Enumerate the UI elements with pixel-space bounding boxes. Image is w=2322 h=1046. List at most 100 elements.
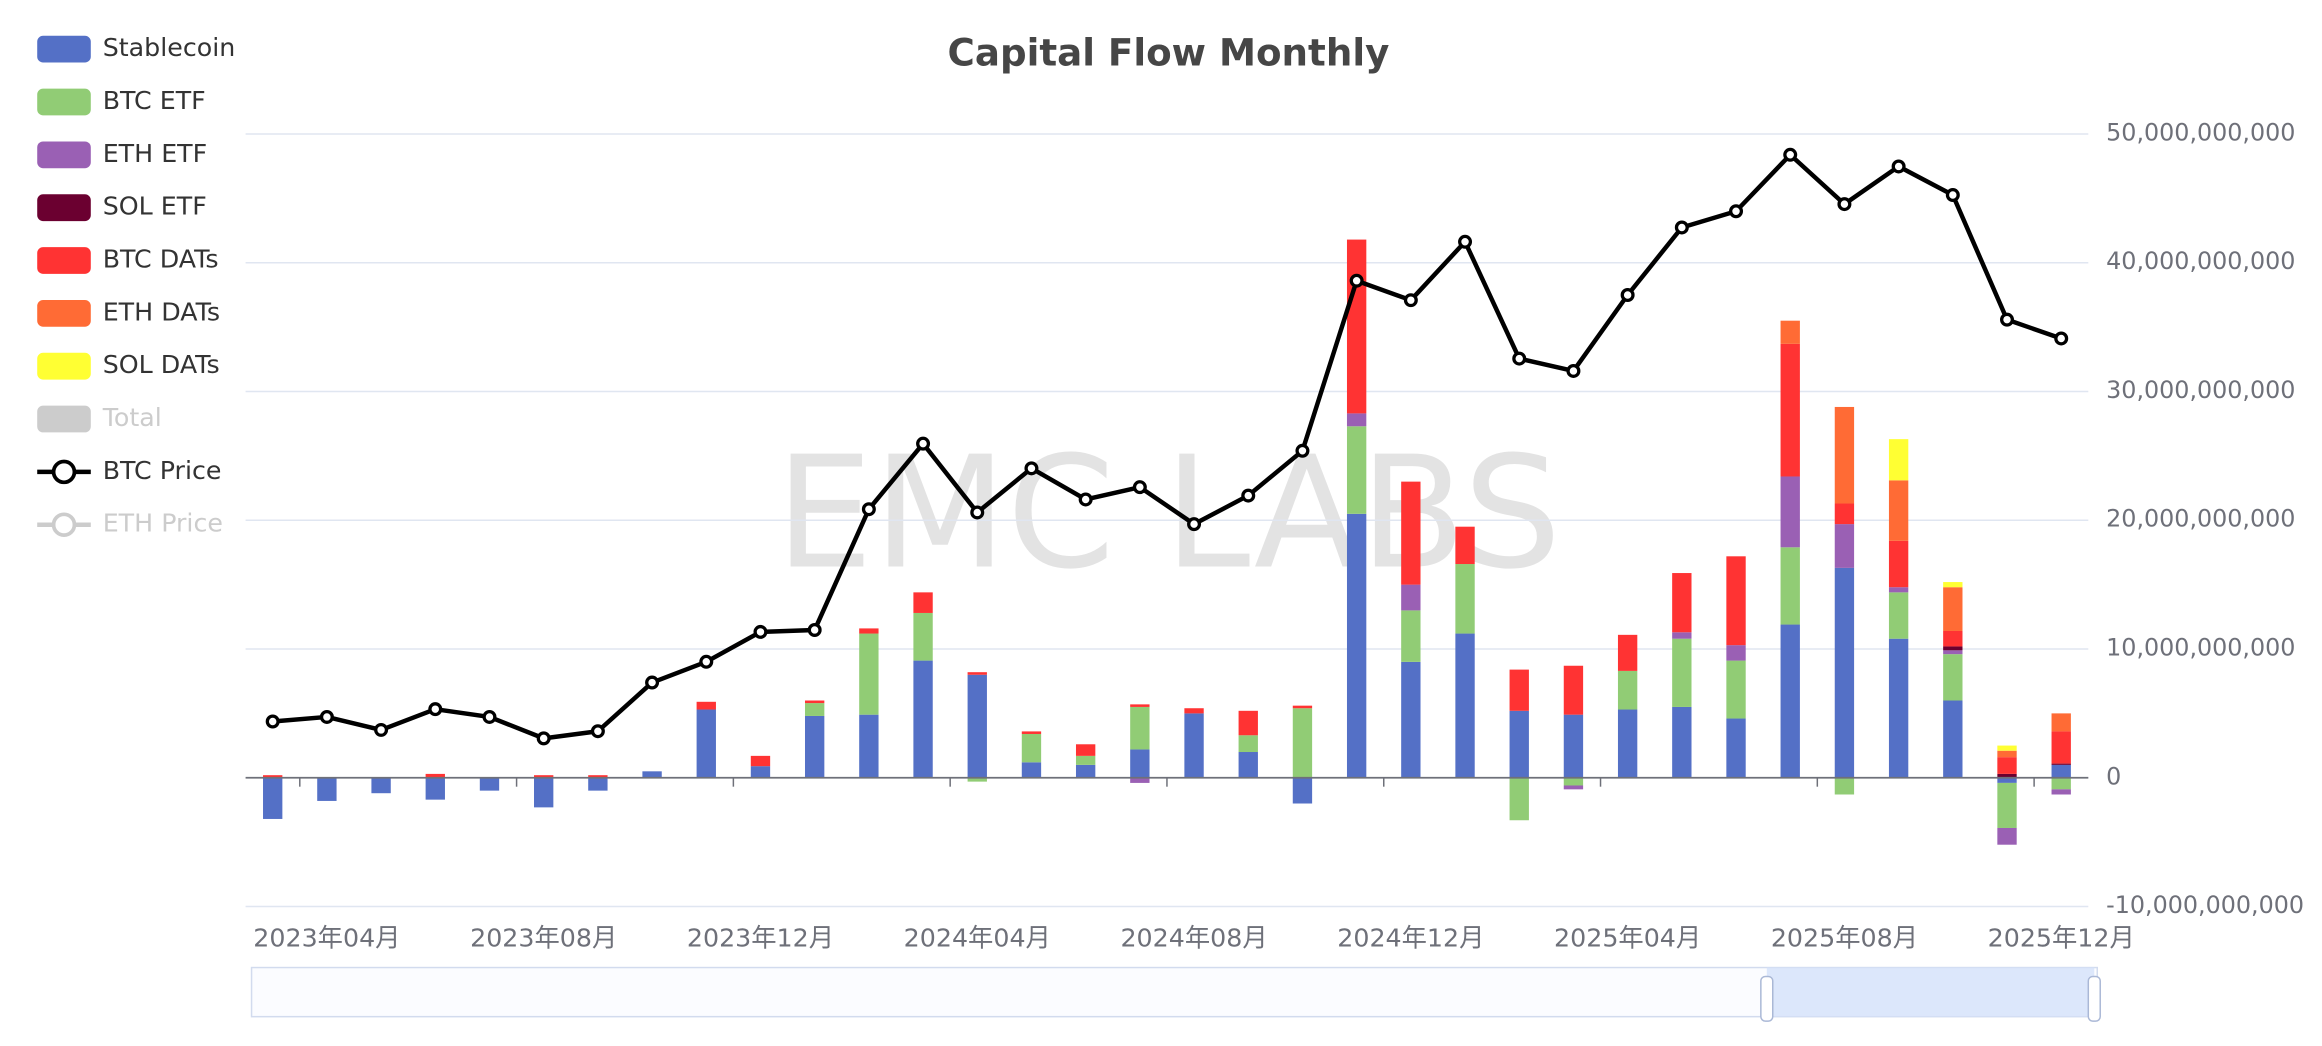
bar bbox=[1455, 633, 1475, 778]
bar bbox=[1834, 777, 1855, 795]
bar bbox=[1238, 752, 1258, 778]
price-point bbox=[2054, 331, 2069, 346]
bar bbox=[1834, 503, 1855, 525]
y-tick-label: 10,000,000,000 bbox=[2106, 634, 2295, 662]
price-point bbox=[1187, 517, 1202, 532]
bar bbox=[1997, 773, 2017, 778]
bar bbox=[1130, 704, 1150, 707]
y-tick-label: 20,000,000,000 bbox=[2106, 505, 2295, 533]
legend-swatch bbox=[37, 88, 91, 116]
bar bbox=[913, 612, 933, 661]
bar bbox=[1672, 706, 1692, 778]
bar bbox=[1455, 564, 1475, 634]
legend-swatch bbox=[51, 459, 77, 485]
bar bbox=[1509, 777, 1529, 821]
bar bbox=[1997, 750, 2017, 758]
bar bbox=[1075, 755, 1096, 765]
bar bbox=[913, 592, 933, 613]
legend-item[interactable]: ETH DATs bbox=[37, 297, 220, 327]
bar bbox=[913, 660, 933, 778]
bar bbox=[804, 700, 825, 704]
bar bbox=[1888, 587, 1909, 593]
bar bbox=[1021, 733, 1042, 763]
legend-label: ETH DATs bbox=[103, 297, 220, 326]
bar bbox=[1075, 744, 1096, 756]
bar bbox=[2051, 713, 2071, 732]
bar bbox=[1130, 777, 1150, 783]
legend-item[interactable]: SOL DATs bbox=[37, 350, 220, 380]
bar bbox=[534, 777, 554, 808]
price-point bbox=[1674, 220, 1689, 235]
zoom-window[interactable] bbox=[1766, 967, 2095, 1017]
price-point bbox=[1783, 147, 1798, 162]
legend-label: ETH ETF bbox=[103, 139, 208, 168]
bar bbox=[1617, 634, 1638, 671]
legend-label: Total bbox=[102, 403, 162, 432]
price-point bbox=[1512, 351, 1527, 366]
price-point bbox=[1945, 188, 1960, 203]
bar bbox=[804, 715, 825, 778]
legend-swatch bbox=[37, 141, 91, 169]
bar bbox=[859, 633, 879, 715]
bar bbox=[1726, 556, 1746, 646]
price-point bbox=[536, 731, 551, 746]
price-point bbox=[265, 714, 280, 729]
price-point bbox=[374, 722, 389, 737]
bar bbox=[1238, 735, 1258, 753]
legend-label: SOL DATs bbox=[103, 350, 220, 379]
bar bbox=[1346, 513, 1367, 778]
price-point bbox=[970, 505, 985, 520]
bar bbox=[642, 771, 662, 778]
price-point bbox=[1403, 293, 1418, 308]
bar bbox=[1888, 540, 1909, 588]
legend-item[interactable]: ETH ETF bbox=[37, 139, 208, 169]
legend-label: BTC DATs bbox=[103, 245, 219, 274]
zoom-handle[interactable] bbox=[2087, 975, 2101, 1022]
bar bbox=[859, 714, 879, 778]
bar bbox=[696, 709, 716, 778]
chart-title: Capital Flow Monthly bbox=[948, 31, 1390, 75]
y-tick-label: 40,000,000,000 bbox=[2106, 247, 2295, 275]
price-point bbox=[319, 709, 334, 724]
bar bbox=[1888, 638, 1909, 778]
price-point bbox=[1566, 363, 1581, 378]
bar bbox=[1780, 320, 1800, 344]
bar bbox=[1943, 650, 1963, 655]
y-tick-label: 0 bbox=[2106, 762, 2121, 790]
bar bbox=[1672, 638, 1692, 707]
zoom-handle[interactable] bbox=[1760, 975, 1774, 1022]
legend-item[interactable]: SOL ETF bbox=[37, 192, 207, 222]
x-tick-label: 2024年08月 bbox=[1120, 923, 1267, 952]
bar bbox=[425, 773, 445, 778]
x-tick-label: 2025年04月 bbox=[1554, 923, 1701, 952]
legend-label: Stablecoin bbox=[103, 33, 236, 62]
bar bbox=[1238, 710, 1258, 736]
bar bbox=[750, 766, 771, 778]
price-point bbox=[1241, 488, 1256, 503]
bar bbox=[1509, 669, 1529, 711]
bar bbox=[1888, 439, 1909, 481]
bar bbox=[1292, 708, 1313, 778]
bar bbox=[1021, 762, 1042, 778]
bar bbox=[750, 755, 771, 767]
legend-item[interactable]: BTC ETF bbox=[37, 86, 206, 116]
x-tick-label: 2023年12月 bbox=[687, 923, 834, 952]
legend-item[interactable]: Stablecoin bbox=[37, 33, 236, 63]
legend-item[interactable]: BTC DATs bbox=[37, 245, 219, 274]
bar bbox=[1726, 645, 1746, 661]
price-point bbox=[1295, 443, 1310, 458]
bar bbox=[1997, 827, 2017, 845]
bar bbox=[2051, 763, 2071, 765]
legend-item[interactable]: ETH Price bbox=[37, 509, 223, 538]
legend-item[interactable]: Total bbox=[37, 403, 162, 433]
data-zoom[interactable] bbox=[250, 966, 2101, 1022]
bar bbox=[1672, 573, 1692, 633]
bar bbox=[1780, 476, 1800, 548]
y-tick-label: 50,000,000,000 bbox=[2106, 119, 2295, 147]
price-line bbox=[272, 152, 2062, 741]
price-point bbox=[861, 502, 876, 517]
legend-item[interactable]: BTC Price bbox=[37, 456, 221, 485]
bar bbox=[1943, 582, 1963, 588]
price-point bbox=[1837, 197, 1852, 212]
bar bbox=[263, 777, 283, 819]
